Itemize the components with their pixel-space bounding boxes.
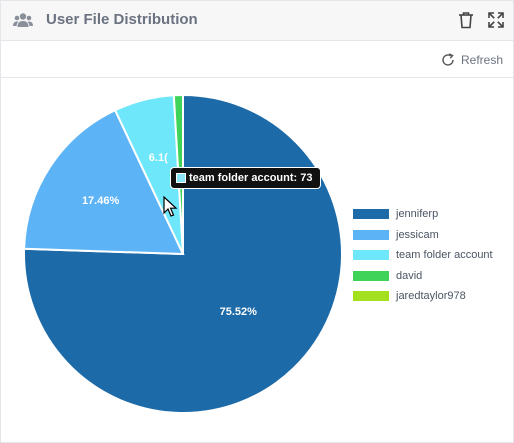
legend-label: team folder account [396,249,493,262]
users-icon [13,13,33,27]
legend-item-team-folder-account[interactable]: team folder account [353,245,493,266]
chart-tooltip: team folder account: 73 [170,167,322,189]
legend-item-jenniferp[interactable]: jenniferp [353,204,493,225]
legend-label: jessicam [396,228,439,241]
legend-swatch [353,229,389,240]
legend-item-david[interactable]: david [353,266,493,287]
pie-slice-jessicam[interactable] [23,108,185,256]
legend-label: jaredtaylor978 [396,290,466,303]
refresh-label: Refresh [461,53,504,67]
pie-chart: 75.52% 17.46% 6.1( [23,93,343,414]
tooltip-swatch [176,173,186,183]
expand-icon[interactable] [488,12,504,28]
legend-label: david [396,269,423,282]
legend-label: jenniferp [396,208,439,221]
legend-swatch [353,291,389,302]
slice-label-jenniferp: 75.52% [220,306,258,318]
refresh-icon [442,53,454,66]
panel-toolbar: Refresh [1,41,513,78]
tooltip-text: team folder account: 73 [189,172,313,184]
legend-swatch [353,250,389,261]
chart-area: 75.52% 17.46% 6.1( jenniferp jessicam team f… [1,79,513,441]
chart-legend: jenniferp jessicam team folder account davi… [353,204,493,307]
refresh-button[interactable]: Refresh [441,51,503,69]
legend-swatch [353,270,389,281]
panel-header: User File Distribution [1,1,513,41]
legend-swatch [353,209,389,220]
legend-item-jaredtaylor978[interactable]: jaredtaylor978 [353,286,493,307]
legend-item-jessicam[interactable]: jessicam [353,225,493,246]
mouse-cursor-icon [163,196,178,217]
slice-label-team-folder-account: 6.1( [149,152,168,164]
panel-title: User File Distribution [46,11,198,28]
slice-label-jessicam: 17.46% [82,195,120,207]
trash-icon[interactable] [458,11,474,29]
